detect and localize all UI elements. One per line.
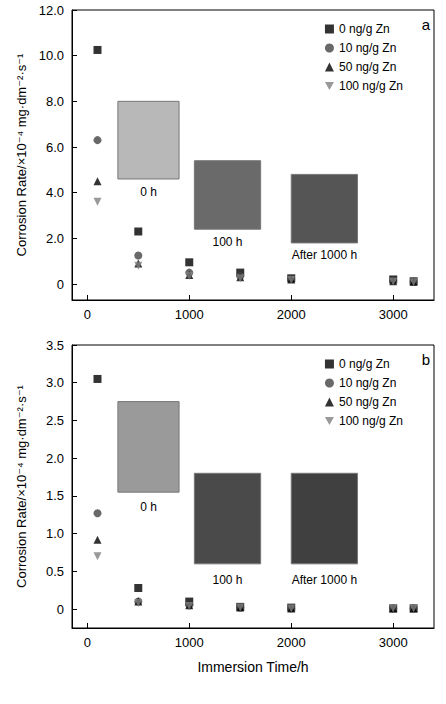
svg-text:Corrosion Rate/×10⁻⁴ mg·dm⁻²·s: Corrosion Rate/×10⁻⁴ mg·dm⁻²·s⁻¹	[14, 384, 29, 587]
svg-text:1000: 1000	[175, 307, 204, 322]
svg-text:3000: 3000	[379, 307, 408, 322]
svg-text:100 h: 100 h	[212, 573, 242, 587]
svg-text:100 ng/g Zn: 100 ng/g Zn	[339, 414, 403, 428]
svg-text:0: 0	[57, 277, 64, 292]
svg-text:8.0: 8.0	[46, 94, 64, 109]
svg-text:0 h: 0 h	[140, 500, 157, 514]
svg-text:2000: 2000	[277, 307, 306, 322]
svg-text:b: b	[422, 351, 430, 368]
svg-text:6.0: 6.0	[46, 140, 64, 155]
svg-text:Immersion Time/h: Immersion Time/h	[197, 659, 308, 675]
svg-text:100 h: 100 h	[212, 235, 242, 249]
svg-text:10 ng/g Zn: 10 ng/g Zn	[339, 41, 396, 55]
svg-text:2.5: 2.5	[46, 413, 64, 428]
svg-text:3.0: 3.0	[46, 375, 64, 390]
svg-text:2.0: 2.0	[46, 231, 64, 246]
svg-text:a: a	[422, 16, 431, 33]
svg-text:12.0: 12.0	[39, 3, 64, 18]
svg-text:After 1000 h: After 1000 h	[292, 573, 357, 587]
svg-text:1.0: 1.0	[46, 526, 64, 541]
svg-text:10 ng/g Zn: 10 ng/g Zn	[339, 376, 396, 390]
svg-text:0 ng/g Zn: 0 ng/g Zn	[339, 357, 390, 371]
svg-text:4.0: 4.0	[46, 185, 64, 200]
svg-text:0: 0	[57, 602, 64, 617]
svg-text:0.5: 0.5	[46, 564, 64, 579]
svg-text:50 ng/g Zn: 50 ng/g Zn	[339, 60, 396, 74]
svg-text:1.5: 1.5	[46, 488, 64, 503]
svg-text:50 ng/g Zn: 50 ng/g Zn	[339, 395, 396, 409]
svg-text:After 1000 h: After 1000 h	[292, 248, 357, 262]
svg-text:3.5: 3.5	[46, 338, 64, 353]
svg-text:1000: 1000	[175, 635, 204, 650]
svg-text:2000: 2000	[277, 635, 306, 650]
svg-text:3000: 3000	[379, 635, 408, 650]
svg-text:0: 0	[84, 307, 91, 322]
svg-text:0 ng/g Zn: 0 ng/g Zn	[339, 22, 390, 36]
svg-text:0: 0	[84, 635, 91, 650]
svg-text:0 h: 0 h	[140, 185, 157, 199]
svg-text:2.0: 2.0	[46, 451, 64, 466]
svg-text:Corrosion Rate/×10⁻⁴ mg·dm⁻²·s: Corrosion Rate/×10⁻⁴ mg·dm⁻²·s⁻¹	[14, 53, 29, 256]
svg-text:10.0: 10.0	[39, 48, 64, 63]
svg-text:100 ng/g Zn: 100 ng/g Zn	[339, 79, 403, 93]
